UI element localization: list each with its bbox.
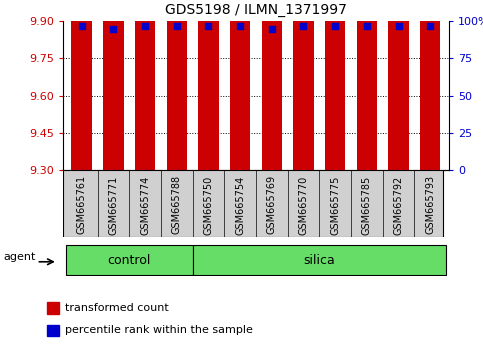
Bar <box>103 0 124 170</box>
Point <box>141 23 149 29</box>
Text: GSM665788: GSM665788 <box>172 175 182 234</box>
Title: GDS5198 / ILMN_1371997: GDS5198 / ILMN_1371997 <box>165 4 347 17</box>
Text: GSM665754: GSM665754 <box>235 175 245 235</box>
Point <box>363 23 371 29</box>
Point <box>426 23 434 29</box>
Bar <box>47 302 59 314</box>
Text: GSM665761: GSM665761 <box>77 175 87 234</box>
Text: GSM665770: GSM665770 <box>298 175 309 235</box>
Text: GSM665769: GSM665769 <box>267 175 277 234</box>
Bar <box>47 325 59 336</box>
Point <box>331 23 339 29</box>
Text: GSM665792: GSM665792 <box>394 175 403 235</box>
Bar <box>66 245 193 275</box>
Text: silica: silica <box>303 254 335 267</box>
Text: GSM665750: GSM665750 <box>203 175 213 235</box>
Bar <box>135 0 156 170</box>
Point <box>268 26 276 32</box>
Bar <box>420 0 440 170</box>
Bar <box>230 0 251 170</box>
Bar <box>356 0 377 170</box>
Point <box>395 23 402 29</box>
Bar <box>388 0 409 170</box>
Point <box>78 23 85 29</box>
Text: agent: agent <box>3 252 36 262</box>
Point <box>236 23 244 29</box>
Text: transformed count: transformed count <box>65 303 169 313</box>
Bar <box>193 245 446 275</box>
Text: control: control <box>108 254 151 267</box>
Bar <box>167 0 187 170</box>
Bar <box>325 0 345 170</box>
Bar <box>198 0 219 170</box>
Point <box>173 23 181 29</box>
Text: percentile rank within the sample: percentile rank within the sample <box>65 325 253 336</box>
Text: GSM665771: GSM665771 <box>109 175 118 235</box>
Bar <box>293 0 314 170</box>
Text: GSM665774: GSM665774 <box>140 175 150 235</box>
Text: GSM665785: GSM665785 <box>362 175 372 235</box>
Point <box>110 26 117 32</box>
Bar <box>71 0 92 170</box>
Text: GSM665793: GSM665793 <box>425 175 435 234</box>
Point <box>299 23 307 29</box>
Text: GSM665775: GSM665775 <box>330 175 340 235</box>
Point <box>205 23 213 29</box>
Bar <box>261 0 282 170</box>
